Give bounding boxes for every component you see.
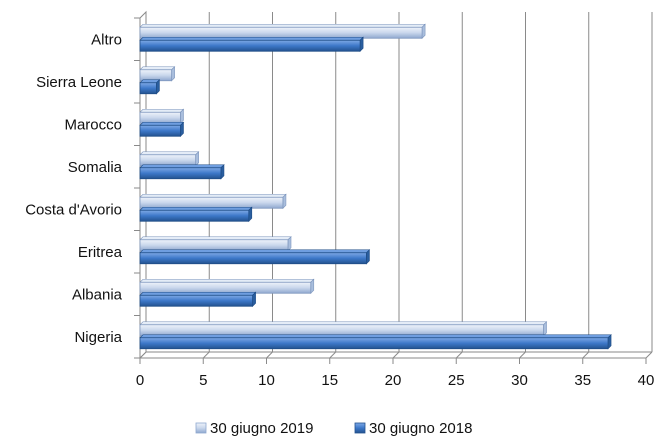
bar-2019 [140, 24, 425, 38]
bar-2019 [140, 322, 547, 336]
y-axis-labels: Altro Sierra Leone Marocco Somalia Costa d'A… [25, 31, 122, 346]
bar-top-face [140, 250, 369, 253]
legend-label-2018: 30 giugno 2018 [369, 420, 472, 437]
y-tick-label: Costa d'Avorio [25, 201, 122, 218]
bar-front-face [140, 27, 422, 38]
bar-top-face [140, 237, 291, 240]
legend-label-2019: 30 giugno 2019 [210, 420, 313, 437]
bar-top-face [140, 292, 256, 295]
bar-2018 [140, 207, 252, 221]
y-tick-label: Eritrea [78, 244, 123, 261]
floor-line-15 [330, 352, 336, 358]
bar-2018 [140, 335, 611, 349]
bar-top-face [140, 122, 183, 125]
y-tick-label: Somalia [68, 159, 123, 176]
x-tick-label: 20 [385, 372, 402, 389]
bar-top-face [140, 335, 611, 338]
floor-line-25 [456, 352, 462, 358]
bar-front-face [140, 125, 180, 136]
bar-2018 [140, 80, 159, 94]
bar-top-face [140, 322, 547, 325]
x-axis-labels: 0 5 10 15 20 25 30 35 40 [136, 372, 654, 389]
bar-front-face [140, 210, 249, 221]
bar-top-face [140, 37, 363, 40]
x-tick-label: 5 [199, 372, 207, 389]
bar-2019 [140, 152, 199, 166]
bar-top-face [140, 152, 199, 155]
floor-line-40 [646, 352, 652, 358]
bar-top-face [140, 109, 183, 112]
legend-swatch-2019 [196, 423, 206, 433]
bar-2019 [140, 279, 314, 293]
bar-front-face [140, 282, 311, 293]
bar-front-face [140, 197, 283, 208]
bar-2019 [140, 67, 175, 81]
x-tick-label: 25 [448, 372, 465, 389]
floor-line-5 [203, 352, 209, 358]
bar-2019 [140, 194, 286, 208]
y-tick-label: Sierra Leone [36, 74, 122, 91]
legend-item-2018: 30 giugno 2018 [355, 420, 472, 437]
bar-front-face [140, 295, 253, 306]
bar-2018 [140, 122, 183, 136]
x-tick-label: 10 [258, 372, 275, 389]
x-tick-label: 35 [574, 372, 591, 389]
bar-2019 [140, 237, 291, 251]
bar-front-face [140, 338, 608, 349]
bar-front-face [140, 112, 180, 123]
bar-2018 [140, 165, 224, 179]
bar-top-face [140, 165, 224, 168]
floor-line-20 [393, 352, 399, 358]
bar-front-face [140, 168, 221, 179]
floor-line-30 [520, 352, 526, 358]
bar-front-face [140, 83, 156, 94]
bar-2018 [140, 37, 363, 51]
bar-front-face [140, 155, 196, 166]
legend: 30 giugno 2019 30 giugno 2018 [196, 420, 472, 437]
x-tick-label: 0 [136, 372, 144, 389]
bar-top-face [140, 67, 175, 70]
bar-top-face [140, 207, 252, 210]
bar-top-face [140, 24, 425, 27]
bar-front-face [140, 325, 544, 336]
bar-top-face [140, 194, 286, 197]
bar-2018 [140, 292, 256, 306]
floor-line-10 [267, 352, 273, 358]
y-tick-label: Marocco [64, 116, 122, 133]
legend-swatch-2018 [355, 423, 365, 433]
y-tick-label: Altro [91, 31, 122, 48]
bar-front-face [140, 40, 360, 51]
bar-front-face [140, 70, 172, 81]
bar-2018 [140, 250, 369, 264]
floor-line-35 [583, 352, 589, 358]
y-tick-label: Nigeria [74, 329, 122, 346]
bar-front-face [140, 253, 366, 264]
legend-item-2019: 30 giugno 2019 [196, 420, 313, 437]
bar-front-face [140, 240, 288, 251]
x-tick-label: 15 [321, 372, 338, 389]
y-tick-label: Albania [72, 286, 123, 303]
x-tick-label: 40 [638, 372, 654, 389]
bar-top-face [140, 279, 314, 282]
bar-2019 [140, 109, 183, 123]
x-tick-label: 30 [511, 372, 528, 389]
